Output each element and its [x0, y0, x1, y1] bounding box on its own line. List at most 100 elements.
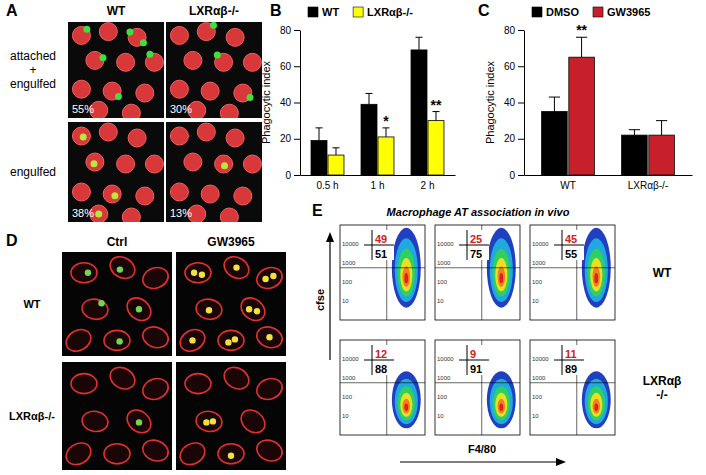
density [493, 386, 510, 420]
flow-plot: 101001000100002575 [435, 225, 520, 320]
legend-label: LXRαβ-/- [367, 6, 413, 18]
arrow-head [326, 232, 334, 242]
image-background [68, 22, 164, 118]
row-label: engulfed [10, 165, 56, 179]
cell [99, 23, 117, 41]
row-label: LXRαβ-/- [9, 410, 55, 422]
error-cap [365, 93, 372, 94]
flow-plot: 101001000100001189 [530, 340, 615, 435]
tick-label: 10000 [342, 241, 359, 247]
density [490, 379, 513, 425]
legend: WT LXRαβ-/- [308, 6, 413, 18]
cell [140, 437, 171, 465]
density [588, 249, 605, 297]
tick-label: 10 [342, 413, 349, 419]
quadrant-value: 11 [565, 348, 577, 360]
tick: LXRαβ-/- [628, 175, 668, 191]
flow-plot: 10100100010000991 [435, 340, 520, 435]
cell [226, 28, 244, 46]
arrow-head [556, 458, 566, 466]
tick-label: 1000 [532, 375, 546, 381]
tick-label: 10000 [437, 241, 454, 247]
tick-label: 10000 [532, 356, 549, 362]
cell [99, 123, 117, 141]
particle [199, 272, 205, 278]
cell [106, 363, 139, 393]
row-label: WT [23, 298, 40, 310]
micrograph [68, 122, 164, 222]
figure: 0204060800.5 h1 h2 hPhagocytic index***B… [0, 0, 706, 475]
panel-letter: C [478, 2, 490, 19]
quadrant-value: 88 [375, 363, 387, 375]
cell [72, 183, 90, 201]
cell [176, 439, 209, 469]
insert-background [459, 230, 489, 260]
flow-plot: 101001000100004555 [530, 225, 615, 320]
particle [232, 336, 238, 342]
percentage: 13% [170, 207, 192, 219]
arrow [400, 461, 560, 462]
axis-line [300, 31, 301, 176]
particle [228, 453, 234, 459]
particle [262, 276, 268, 282]
cell [123, 293, 156, 325]
error-cap [315, 127, 322, 128]
image-background [62, 362, 172, 470]
micrograph [68, 22, 164, 118]
tick: 40 [504, 97, 524, 108]
plot-frame [530, 225, 615, 320]
error-cap [415, 37, 422, 38]
x-axis: 0.5 h1 h2 h [301, 175, 456, 191]
plot-background [340, 340, 425, 435]
particle [90, 160, 97, 167]
quadrant-value: 25 [470, 233, 482, 245]
particle [146, 51, 153, 58]
image-background [176, 362, 286, 470]
cell [128, 129, 146, 147]
cell [72, 26, 90, 44]
tick-label: 10 [342, 298, 349, 304]
cell [185, 374, 211, 394]
column-header: WT [107, 4, 126, 18]
cell [234, 187, 252, 205]
particle [206, 307, 212, 313]
density [490, 238, 513, 302]
micrograph [166, 22, 262, 118]
tick-label: 10 [437, 298, 444, 304]
error-line [419, 37, 420, 50]
axis-line [525, 175, 693, 176]
cell [218, 330, 244, 350]
tick-label: 10 [532, 413, 539, 419]
cell [194, 297, 223, 321]
tick: 0 [509, 170, 524, 181]
cell [170, 26, 188, 44]
cell [184, 153, 202, 171]
quadrant-value: 45 [565, 233, 577, 245]
density [395, 379, 418, 425]
density [499, 273, 503, 283]
quadrant-value: 49 [375, 233, 387, 245]
cell [145, 155, 163, 173]
density [593, 266, 601, 287]
error-bar [332, 148, 339, 155]
quadrant-value: 89 [565, 363, 577, 375]
y-axis-title: Phagocytic index [484, 60, 496, 144]
particle [246, 306, 252, 312]
particle [225, 339, 231, 345]
cell [197, 123, 215, 141]
chart: 0204060800.5 h1 h2 hPhagocytic index*** [260, 25, 456, 191]
tick: 20 [504, 133, 524, 144]
tick-label: 1000 [532, 260, 546, 266]
cell [243, 53, 261, 71]
cell [194, 409, 223, 433]
legend-item: WT [308, 6, 339, 18]
arrow [329, 238, 330, 360]
bar [311, 141, 327, 175]
cell [220, 208, 238, 222]
legend-item: DMSO [532, 6, 579, 18]
error-bar [576, 37, 587, 57]
plot-area [542, 37, 675, 175]
density [400, 393, 412, 417]
cell [184, 51, 202, 69]
tick: 80 [280, 25, 300, 36]
